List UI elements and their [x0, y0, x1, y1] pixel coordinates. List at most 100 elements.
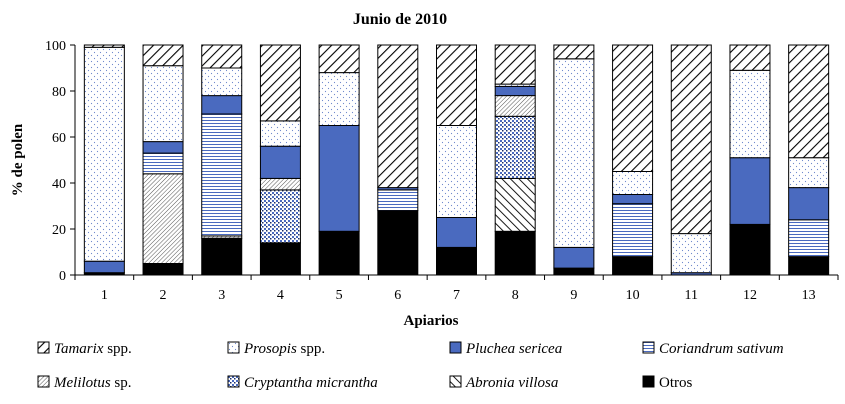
y-tick-label: 0 — [59, 269, 66, 284]
bar-segment — [436, 217, 477, 248]
bar-segment — [729, 157, 771, 225]
bar-segment — [377, 210, 419, 276]
y-tick-label: 40 — [52, 177, 66, 192]
bar-segment — [788, 157, 830, 189]
bar-segment — [788, 187, 830, 221]
bar-segment — [788, 256, 830, 276]
axes — [74, 45, 838, 276]
legend-label: Cryptantha micrantha — [244, 375, 378, 391]
bar-segment — [612, 203, 654, 258]
bar-segment — [259, 242, 301, 276]
x-tick-label: 7 — [453, 288, 460, 303]
bar-segment — [142, 141, 184, 154]
legend-swatch — [642, 375, 655, 388]
bar-segment — [494, 85, 536, 97]
bar-segment — [553, 58, 595, 248]
bar-segment — [318, 125, 360, 232]
bar-segment — [259, 189, 301, 244]
bar-segment — [142, 44, 184, 67]
legend-label: Pluchea sericea — [465, 341, 562, 357]
bar-segment — [142, 263, 184, 276]
bar-segment — [259, 177, 301, 191]
bar-segment — [612, 256, 654, 276]
bars — [83, 44, 830, 276]
legend-label: Prosopis spp. — [243, 341, 325, 357]
y-tick-label: 20 — [52, 223, 66, 238]
y-ticks: 0 20 40 60 80 100 — [45, 39, 75, 284]
x-axis-label: Apiarios — [403, 313, 458, 329]
x-tick-label: 13 — [802, 288, 816, 303]
legend-label: Coriandrum sativum — [659, 341, 784, 357]
bar-segment — [553, 44, 595, 60]
legend-swatch — [642, 341, 655, 354]
bar-segment — [377, 44, 419, 189]
bar-segment — [494, 230, 536, 276]
x-tick-label: 6 — [394, 288, 401, 303]
x-tick-label: 1 — [101, 288, 108, 303]
x-tick-label: 10 — [626, 288, 640, 303]
legend-label: Tamarix spp. — [54, 341, 132, 357]
y-tick-label: 80 — [52, 85, 66, 100]
bar-segment — [788, 44, 830, 159]
legend-swatch — [449, 375, 462, 388]
bar-segment — [142, 65, 184, 143]
legend: Tamarix spp. Prosopis spp. Pluchea sericea… — [37, 341, 784, 391]
legend-swatch — [449, 341, 462, 354]
bar-segment — [436, 125, 477, 218]
x-tick-label: 9 — [570, 288, 577, 303]
x-tick-label: 8 — [512, 288, 519, 303]
chart-title: Junio de 2010 — [353, 11, 447, 28]
bar-segment — [729, 223, 771, 276]
bar-segment — [201, 44, 243, 69]
bar-segment — [318, 72, 360, 126]
bar-segment — [83, 46, 125, 262]
x-tick-label: 5 — [336, 288, 343, 303]
bar-segment — [318, 230, 360, 276]
bar-segment — [436, 246, 477, 276]
bar-segment — [494, 177, 536, 232]
bar-segment — [377, 189, 419, 212]
legend-label: Melilotus sp. — [53, 375, 132, 391]
y-axis-label: % de polen — [10, 123, 26, 196]
bar-segment — [142, 173, 184, 264]
bar-segment — [612, 194, 654, 205]
bar-segment — [201, 95, 243, 115]
legend-swatch — [37, 375, 50, 388]
bar-segment — [201, 67, 243, 97]
x-tick-label: 3 — [218, 288, 225, 303]
bar-segment — [612, 171, 654, 195]
y-tick-label: 60 — [52, 131, 66, 146]
bar-segment — [201, 113, 243, 237]
bar-segment — [494, 95, 536, 117]
bar-segment — [670, 233, 712, 274]
legend-swatch — [227, 375, 240, 388]
bar-segment — [318, 44, 360, 74]
bar-segment — [729, 69, 771, 159]
legend-swatch — [227, 341, 240, 354]
legend-label: Abronia villosa — [465, 375, 558, 391]
bar-segment — [729, 44, 771, 71]
legend-swatch — [37, 341, 50, 354]
x-tick-label: 12 — [743, 288, 757, 303]
bar-segment — [494, 115, 536, 179]
bar-segment — [201, 237, 243, 276]
bar-segment — [436, 44, 477, 126]
x-tick-label: 11 — [685, 288, 698, 303]
x-tick-label: 4 — [277, 288, 284, 303]
x-tick-label: 2 — [160, 288, 167, 303]
legend-label: Otros — [659, 375, 692, 391]
bar-segment — [553, 267, 595, 276]
x-ticks: 1 2 3 4 5 6 7 8 9 10 11 12 13 — [74, 275, 839, 303]
bar-segment — [259, 145, 301, 179]
y-tick-label: 100 — [45, 39, 66, 54]
bar-segment — [612, 44, 654, 172]
bar-segment — [553, 246, 595, 269]
bar-segment — [83, 44, 125, 48]
bar-segment — [494, 44, 536, 85]
bar-segment — [788, 219, 830, 258]
bar-segment — [142, 152, 184, 175]
bar-segment — [83, 260, 125, 274]
bar-segment — [259, 44, 301, 122]
bar-segment — [670, 44, 712, 235]
